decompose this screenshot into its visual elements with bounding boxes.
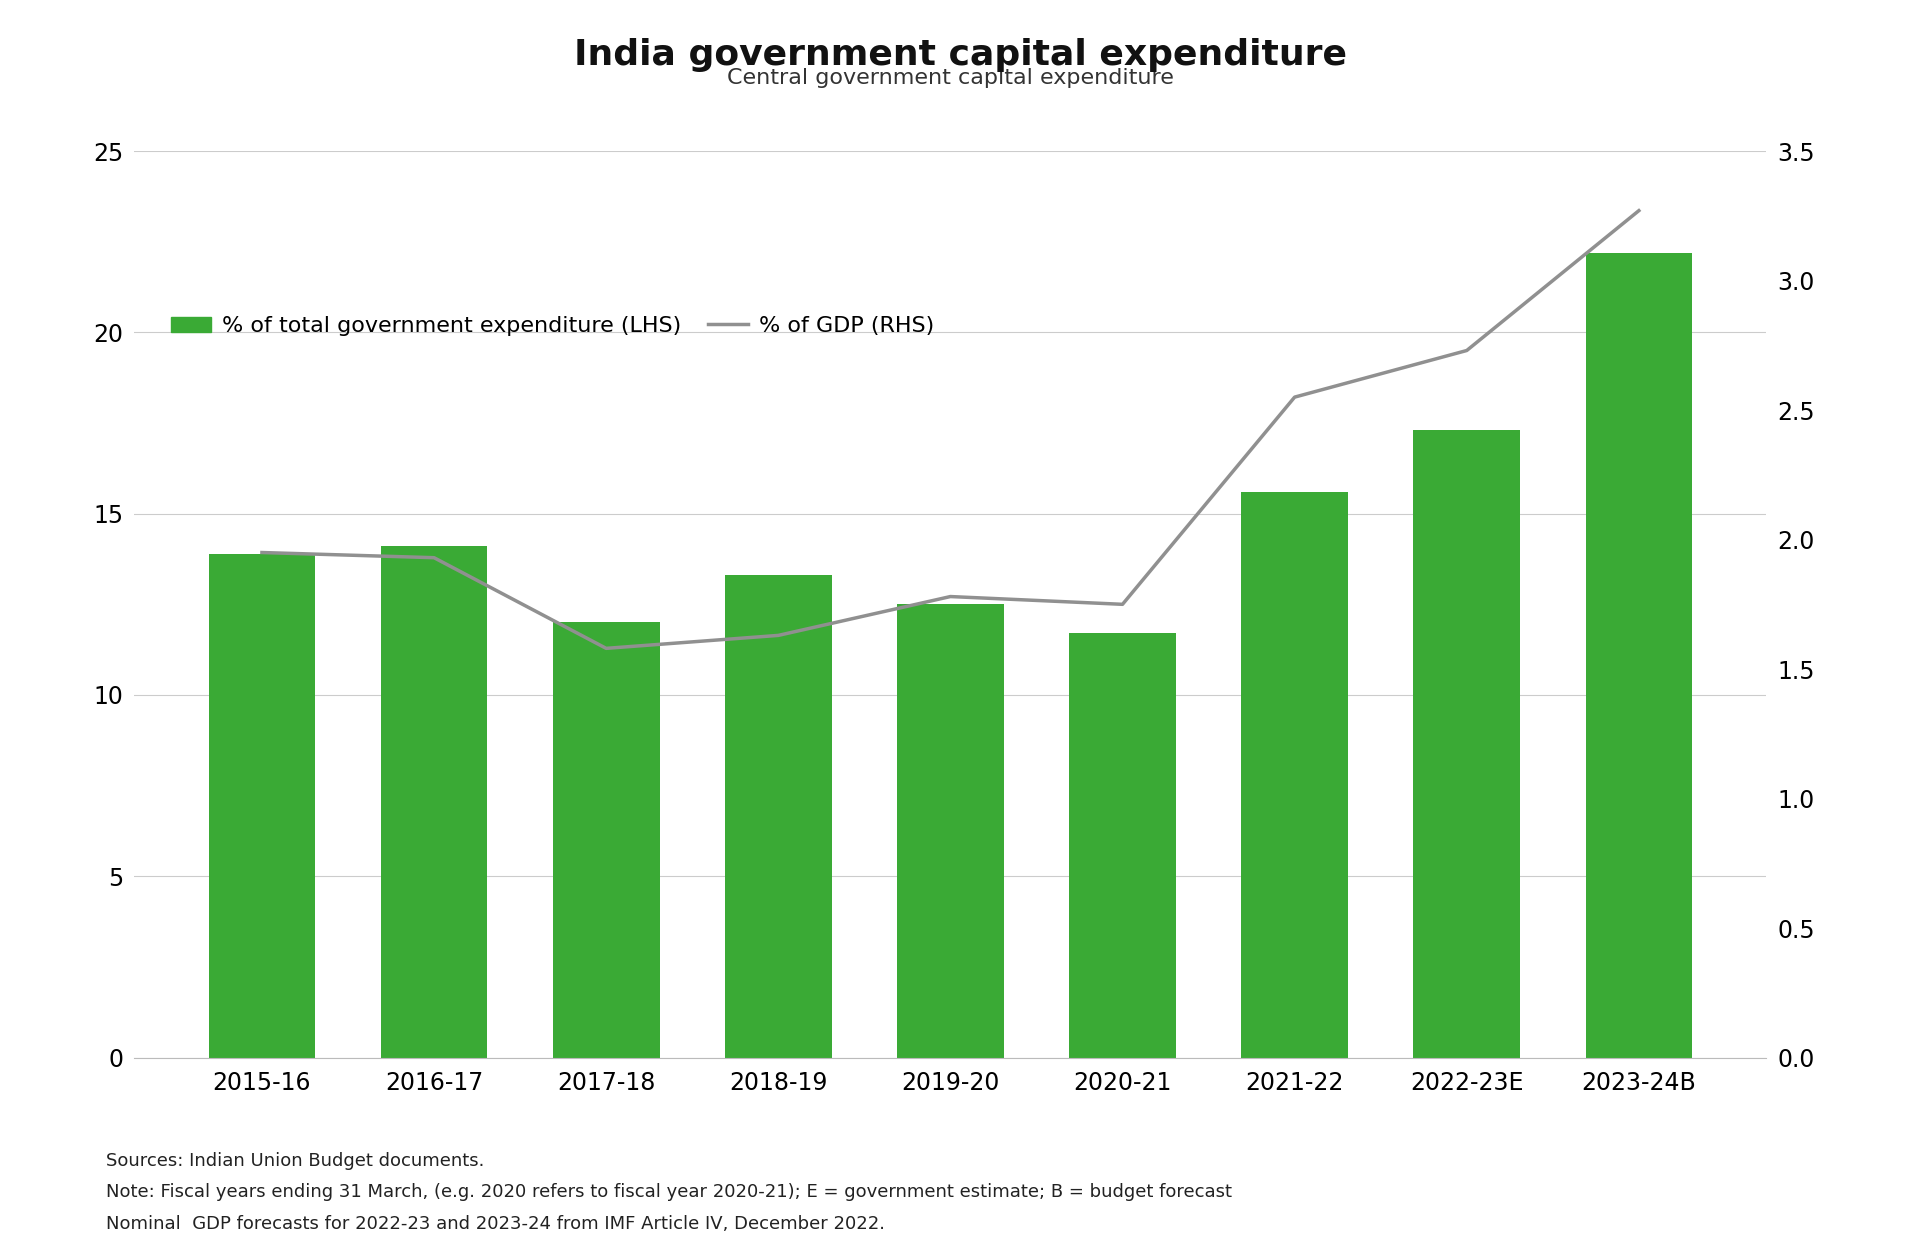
Legend: % of total government expenditure (LHS), % of GDP (RHS): % of total government expenditure (LHS),… [161,307,943,345]
Bar [209,554,315,1058]
Bar [380,546,488,1058]
Text: Sources: Indian Union Budget documents.: Sources: Indian Union Budget documents. [106,1152,484,1170]
Bar [1413,431,1521,1058]
Text: Note: Fiscal years ending 31 March, (e.g. 2020 refers to fiscal year 2020-21); E: Note: Fiscal years ending 31 March, (e.g… [106,1183,1231,1201]
Bar [897,604,1004,1058]
Text: India government capital expenditure: India government capital expenditure [574,38,1346,72]
Bar [553,622,660,1058]
Text: Nominal  GDP forecasts for 2022-23 and 2023-24 from IMF Article IV, December 202: Nominal GDP forecasts for 2022-23 and 20… [106,1215,885,1233]
Bar [1240,492,1348,1058]
Bar [1586,253,1692,1058]
Bar [1069,633,1175,1058]
Bar [726,575,831,1058]
Title: Central government capital expenditure: Central government capital expenditure [728,68,1173,88]
